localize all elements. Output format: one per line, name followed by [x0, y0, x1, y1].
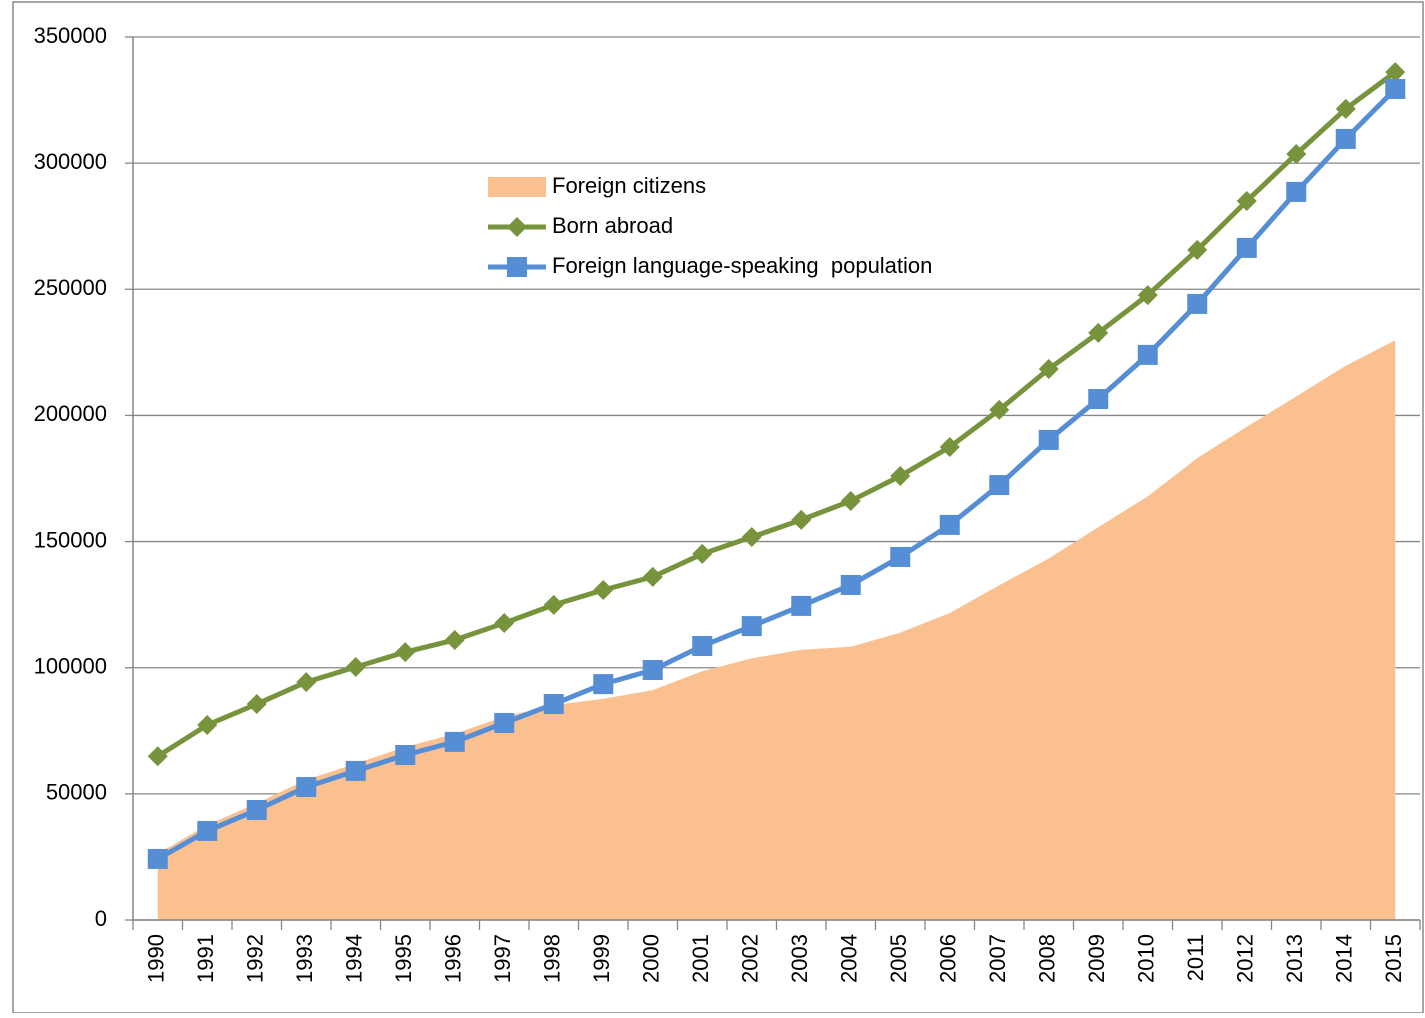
legend-marker: [507, 217, 527, 237]
y-tick-label: 150000: [34, 527, 107, 552]
x-tick-label: 2005: [886, 934, 911, 983]
x-tick-label: 1996: [441, 934, 466, 983]
y-tick-label: 0: [95, 906, 107, 931]
marker: [741, 527, 762, 548]
marker: [1286, 144, 1307, 165]
marker: [1385, 78, 1406, 99]
x-tick-label: 2007: [985, 934, 1010, 983]
x-tick-label: 2008: [1035, 934, 1060, 983]
marker: [444, 629, 465, 650]
marker: [692, 543, 713, 564]
line: [156, 70, 1397, 759]
y-tick-label: 350000: [34, 23, 107, 48]
y-tick-label: 300000: [34, 149, 107, 174]
x-tick-label: 2002: [738, 934, 763, 983]
marker: [494, 613, 515, 634]
x-tick-label: 2013: [1282, 934, 1307, 983]
x-tick-label: 2000: [639, 934, 664, 983]
x-tick-label: 1999: [589, 934, 614, 983]
marker: [791, 509, 812, 530]
x-tick-label: 2012: [1233, 934, 1258, 983]
x-tick-label: 1998: [540, 934, 565, 983]
marker: [1137, 344, 1158, 365]
x-tick-label: 2001: [688, 934, 713, 983]
x-tick-label: 2015: [1381, 934, 1406, 983]
marker: [1236, 190, 1257, 211]
marker: [395, 642, 416, 663]
marker: [1187, 293, 1208, 314]
marker: [1137, 285, 1158, 306]
marker: [296, 777, 317, 798]
marker: [642, 566, 663, 587]
marker: [1286, 181, 1307, 202]
marker: [147, 746, 168, 767]
marker: [1038, 429, 1059, 450]
y-tick-label: 200000: [34, 401, 107, 426]
marker: [791, 595, 812, 616]
x-tick-label: 2009: [1084, 934, 1109, 983]
x-tick-label: 2003: [787, 934, 812, 983]
marker: [840, 490, 861, 511]
marker: [593, 674, 614, 695]
marker: [197, 714, 218, 735]
y-tick-label: 50000: [46, 780, 107, 805]
marker: [741, 616, 762, 637]
marker: [642, 659, 663, 680]
x-tick-label: 1993: [292, 934, 317, 983]
marker: [1385, 62, 1406, 83]
legend-label: Foreign language-speaking population: [552, 253, 932, 278]
legend-marker: [507, 257, 527, 277]
legend-label: Foreign citizens: [552, 173, 706, 198]
marker: [939, 436, 960, 457]
marker: [147, 848, 168, 869]
y-tick-label: 250000: [34, 275, 107, 300]
marker: [444, 731, 465, 752]
x-tick-label: 2006: [936, 934, 961, 983]
marker: [989, 475, 1010, 496]
marker: [840, 574, 861, 595]
x-tick-label: 1991: [193, 934, 218, 983]
marker: [395, 745, 416, 766]
marker: [246, 800, 267, 821]
area: [157, 340, 1396, 920]
x-tick-label: 1990: [144, 934, 169, 983]
marker: [197, 820, 218, 841]
legend-swatch: [488, 177, 546, 197]
marker: [543, 694, 564, 715]
marker: [1335, 128, 1356, 149]
x-tick-label: 2004: [837, 934, 862, 983]
marker: [1335, 98, 1356, 119]
marker: [989, 399, 1010, 420]
marker: [543, 594, 564, 615]
x-tick-label: 2014: [1332, 934, 1357, 983]
marker: [296, 672, 317, 693]
marker: [939, 514, 960, 535]
x-tick-label: 2011: [1183, 934, 1208, 981]
marker: [345, 656, 366, 677]
marker: [593, 580, 614, 601]
marker: [1038, 359, 1059, 380]
marker: [494, 712, 515, 733]
marker: [345, 760, 366, 781]
y-tick-label: 100000: [34, 654, 107, 679]
marker: [890, 546, 911, 567]
marker: [1088, 322, 1109, 343]
marker: [1236, 237, 1257, 258]
legend-label: Born abroad: [552, 213, 673, 238]
marker: [692, 636, 713, 657]
x-tick-label: 1992: [243, 934, 268, 983]
marker: [246, 694, 267, 715]
x-tick-label: 1994: [342, 934, 367, 983]
x-tick-label: 1997: [490, 934, 515, 983]
x-tick-label: 2010: [1134, 934, 1159, 983]
x-tick-label: 1995: [391, 934, 416, 983]
marker: [890, 465, 911, 486]
marker: [1088, 389, 1109, 410]
marker: [1187, 239, 1208, 260]
